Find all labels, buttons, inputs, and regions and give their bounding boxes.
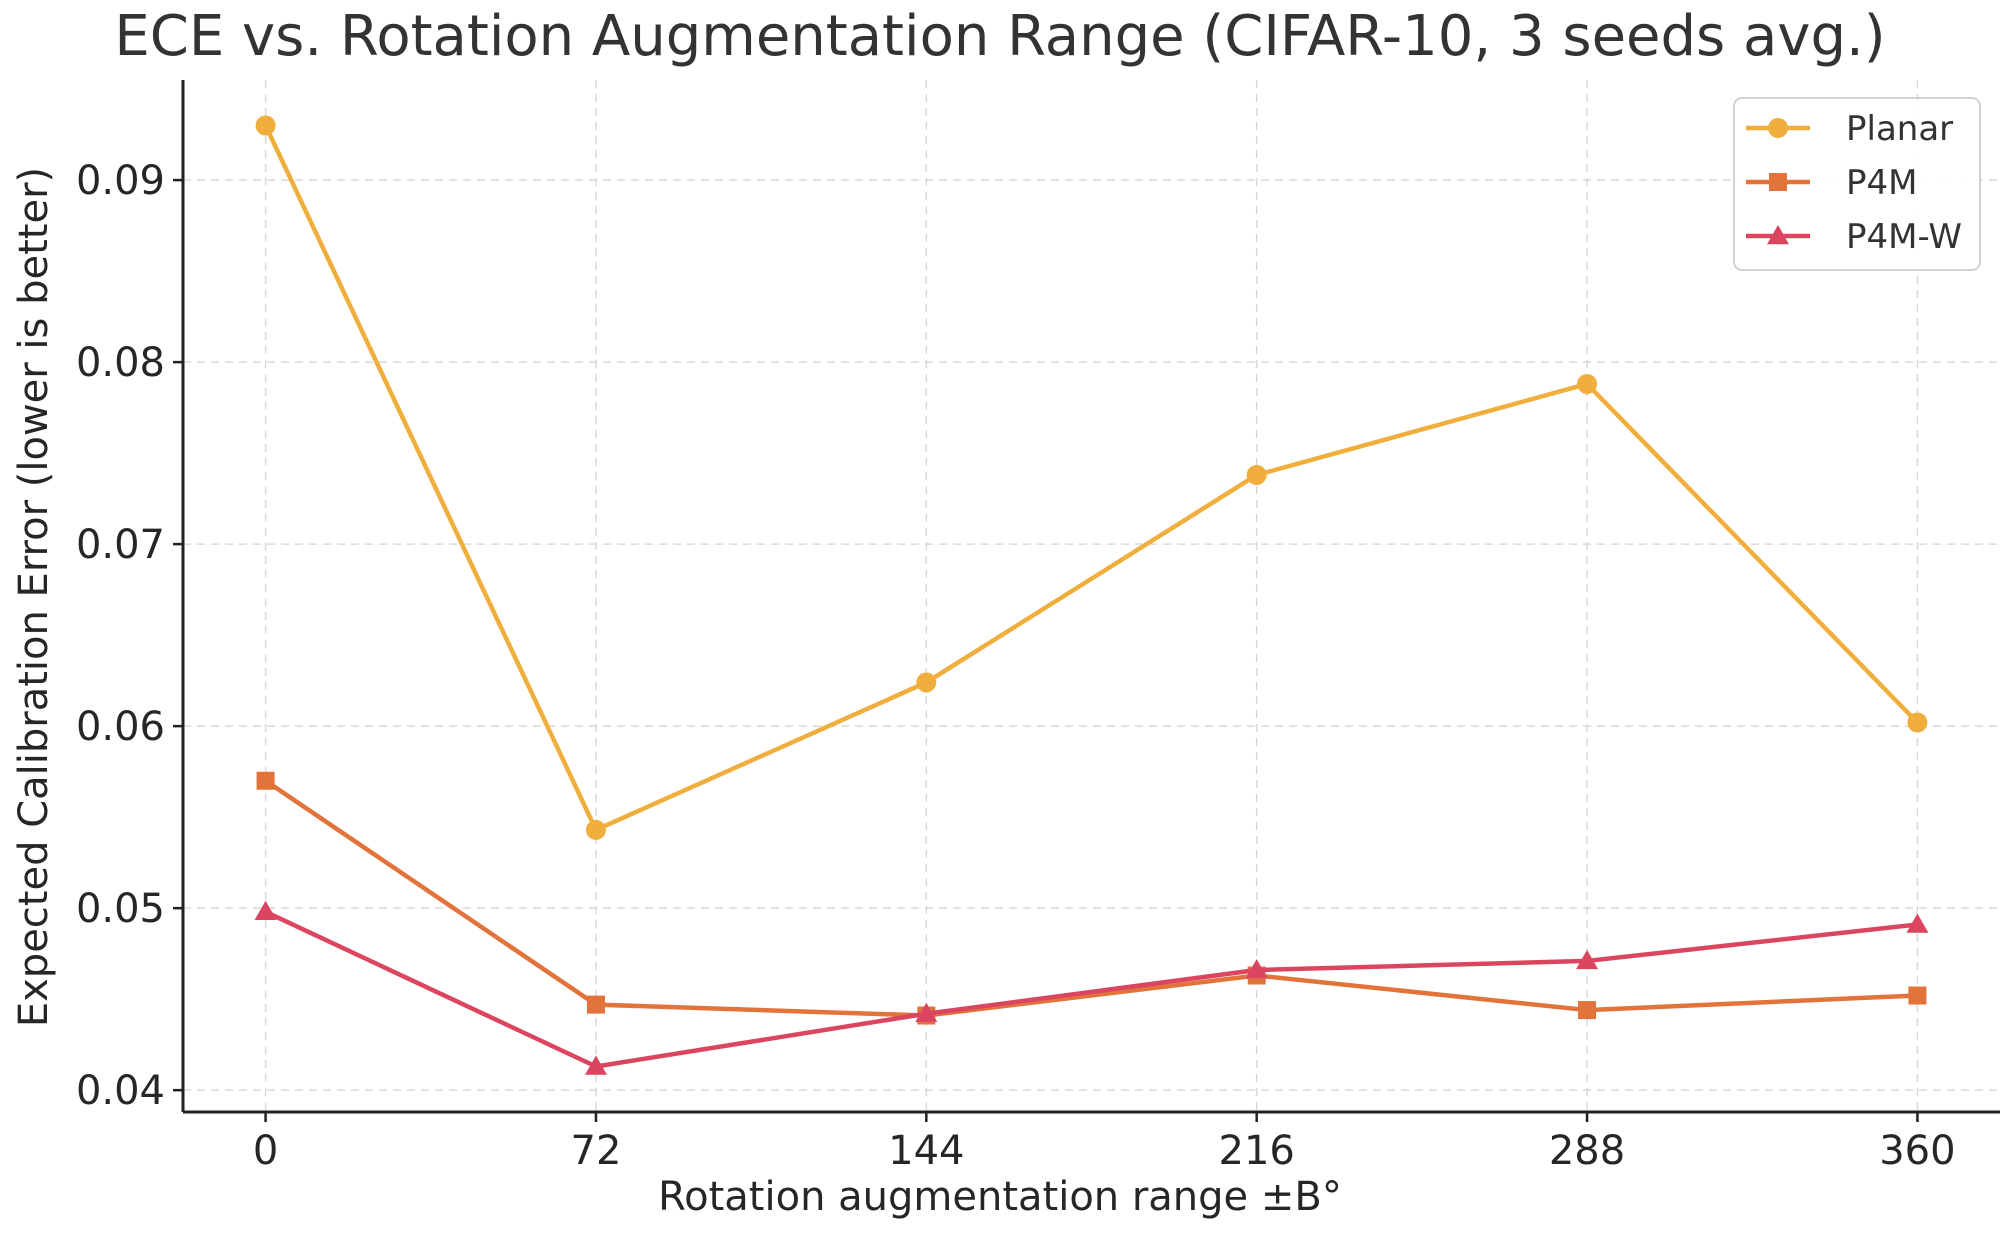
data-point-p4m	[1908, 986, 1927, 1005]
series-line-planar	[263, 123, 1920, 833]
data-point-planar	[916, 672, 937, 693]
x-tick-label: 216	[1219, 1128, 1295, 1174]
axes: 0 72 144 216 288 360 0.04 0.05 0.06 0.07 0.08 0.09	[76, 80, 2000, 1174]
legend-label: Planar	[1846, 109, 1953, 149]
y-tick-label: 0.07	[76, 522, 165, 568]
legend-label: P4M	[1846, 163, 1917, 203]
series-p4m-w	[254, 900, 1929, 1075]
data-point-p4m	[1578, 1001, 1597, 1020]
data-point-p4m-w	[584, 1055, 607, 1075]
y-tick-label: 0.06	[76, 704, 165, 750]
legend-item-p4m: P4M	[1746, 163, 1917, 203]
legend: Planar P4M P4M-W	[1733, 97, 1981, 271]
data-point-planar	[255, 115, 276, 136]
x-tick-label: 0	[253, 1128, 278, 1174]
chart-title: ECE vs. Rotation Augmentation Range (CIF…	[114, 4, 1885, 69]
y-tick-label: 0.08	[76, 340, 165, 386]
legend-item-planar: Planar	[1746, 109, 1953, 149]
x-tick-label: 360	[1879, 1128, 1955, 1174]
y-tick-label: 0.09	[76, 158, 165, 204]
series-line-p4m-w	[263, 909, 1920, 1069]
legend-marker-p4m	[1769, 173, 1787, 191]
x-tick-label: 72	[571, 1128, 622, 1174]
legend-box	[1733, 97, 1981, 271]
legend-item-p4m-w: P4M-W	[1746, 217, 1962, 257]
data-point-p4m-w	[1576, 949, 1599, 970]
legend-label: P4M-W	[1846, 217, 1962, 257]
legend-marker-p4m-w	[1767, 225, 1789, 245]
y-axis-title: Expected Calibration Error (lower is bet…	[11, 167, 57, 1027]
data-point-planar	[1577, 373, 1598, 394]
data-point-planar	[1246, 464, 1267, 485]
data-point-planar	[585, 819, 606, 840]
series-layer	[254, 115, 1929, 1075]
data-point-p4m-w	[915, 1002, 938, 1022]
x-tick-label: 288	[1549, 1128, 1625, 1174]
y-tick-label: 0.05	[76, 886, 165, 932]
grid	[183, 80, 2000, 1112]
data-point-planar	[1907, 712, 1928, 733]
series-line-p4m	[263, 778, 1920, 1018]
data-point-p4m	[256, 771, 275, 790]
series-p4m	[256, 771, 1927, 1025]
y-tick-label: 0.04	[76, 1068, 165, 1114]
x-axis-title: Rotation augmentation range ±B°	[658, 1174, 1342, 1220]
data-point-p4m	[586, 995, 605, 1014]
data-point-p4m-w	[1245, 959, 1268, 979]
data-point-p4m-w	[1906, 913, 1929, 933]
x-tick-label: 144	[888, 1128, 964, 1174]
series-planar	[255, 115, 1928, 840]
legend-marker-planar	[1768, 118, 1788, 138]
data-point-p4m-w	[254, 900, 277, 921]
